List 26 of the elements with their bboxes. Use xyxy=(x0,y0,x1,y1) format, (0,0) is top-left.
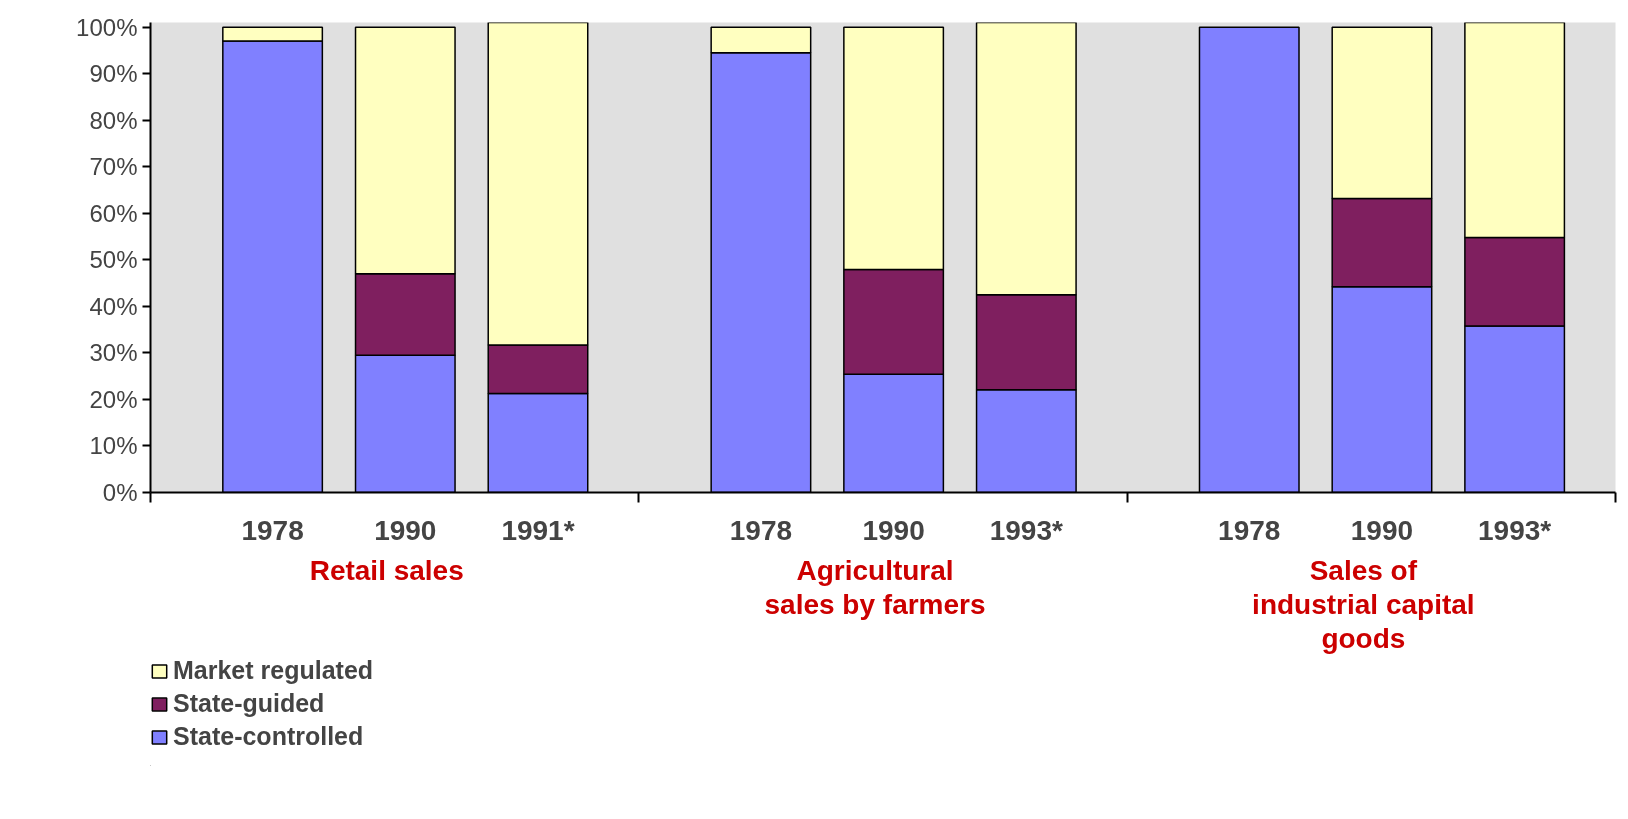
y-tick-label: 60% xyxy=(89,199,138,227)
x-tick-label: 1993* xyxy=(1478,514,1552,546)
y-tick-label: 0% xyxy=(102,479,138,506)
y-tick-label: 40% xyxy=(89,292,138,320)
x-tick-label: 1990 xyxy=(1350,514,1414,546)
text: Agricultural sales by farmers xyxy=(764,554,986,620)
y-tick-label: 70% xyxy=(89,153,138,181)
y-tick-label: 100% xyxy=(76,13,138,41)
legend-label: Market regulated xyxy=(173,656,374,685)
y-tick-label: 90% xyxy=(89,60,138,88)
x-tick-label: 1978 xyxy=(729,514,793,546)
x-tick-label: 1991* xyxy=(501,514,575,546)
text: Retail sales xyxy=(309,554,464,586)
text: Sales of industrial capital goods xyxy=(1252,554,1475,654)
y-tick-label: 80% xyxy=(89,106,138,134)
y-tick-label: 30% xyxy=(89,339,138,367)
y-tick-label: 20% xyxy=(89,385,138,413)
legend-label: State-controlled xyxy=(173,722,364,751)
legend-label: State-guided xyxy=(173,689,325,718)
x-tick-label: 1990 xyxy=(374,514,437,546)
x-tick-label: 1978 xyxy=(241,514,304,546)
x-tick-label: 1978 xyxy=(1218,514,1281,546)
y-tick-label: 10% xyxy=(89,432,138,460)
y-tick-label: 50% xyxy=(89,246,138,274)
x-tick-label: 1993* xyxy=(989,514,1064,546)
x-tick-label: 1990 xyxy=(862,514,925,546)
